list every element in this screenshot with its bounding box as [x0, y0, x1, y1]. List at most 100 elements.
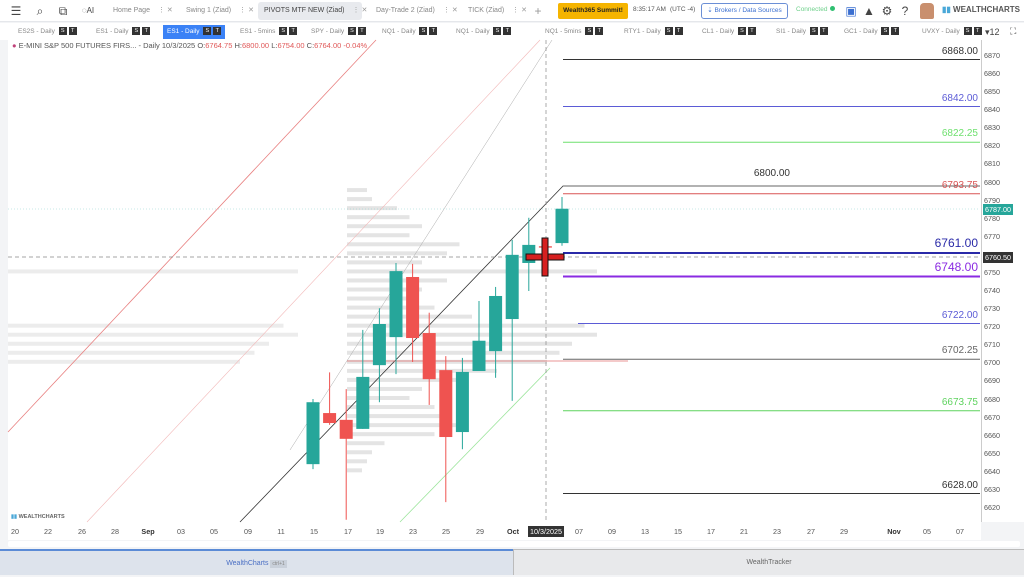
price-tick-label: 6800: [984, 177, 1000, 187]
t-badge[interactable]: T: [973, 27, 982, 36]
close-icon[interactable]: ⋮ ✕: [157, 7, 173, 14]
t-badge[interactable]: T: [357, 27, 366, 36]
close-icon[interactable]: ⋮ ✕: [352, 7, 368, 14]
price-tick-label: 6810: [984, 159, 1000, 169]
tab-home-page[interactable]: Home Page ⋮ ✕: [107, 2, 179, 20]
price-tick-label: 6640: [984, 466, 1000, 476]
volume-profile-bar: [347, 323, 585, 328]
bottom-tab-wealthcharts[interactable]: WealthCharts ctrl+1: [0, 549, 513, 575]
low-value: 6754.00: [277, 41, 305, 50]
candle-body: [389, 271, 403, 338]
trend-line-red: [7, 39, 377, 433]
t-badge[interactable]: T: [142, 27, 151, 36]
s-badge[interactable]: S: [419, 27, 428, 36]
date-tick-label: 20: [11, 527, 19, 536]
tab-pivots-mtf-new[interactable]: PIVOTS MTF NEW (Ziad) ⋮ ✕: [258, 2, 367, 20]
ai-label: AI: [86, 6, 95, 15]
price-tick-label: 6620: [984, 503, 1000, 512]
s-badge[interactable]: S: [58, 27, 67, 36]
menu-icon[interactable]: ☰: [10, 4, 22, 18]
help-icon[interactable]: ?: [901, 4, 909, 18]
summit-button[interactable]: Wealth365 Summit!: [558, 3, 628, 19]
volume-profile-bar: [347, 441, 385, 446]
tab-day-trade-2[interactable]: Day-Trade 2 (Ziad) ⋮ ✕: [370, 2, 464, 20]
s-badge[interactable]: S: [881, 27, 890, 36]
close-icon[interactable]: ⋮ ✕: [512, 7, 527, 14]
add-tab-button[interactable]: +: [534, 4, 542, 18]
s-badge[interactable]: S: [737, 27, 746, 36]
date-tick-label: 17: [707, 527, 715, 536]
tab-tick[interactable]: TICK (Ziad) ⋮ ✕: [462, 2, 533, 20]
s-badge[interactable]: S: [493, 27, 502, 36]
symbol-tab-label: SPY - Daily: [311, 28, 345, 35]
search-icon[interactable]: ⌕: [36, 4, 44, 18]
save-icon[interactable]: ▣: [845, 4, 857, 18]
tab-label: PIVOTS MTF NEW (Ziad): [264, 7, 345, 14]
avatar[interactable]: [920, 3, 934, 19]
t-badge[interactable]: T: [819, 27, 828, 36]
s-badge[interactable]: S: [203, 27, 212, 36]
layout-count[interactable]: ▾12: [985, 27, 1000, 37]
close-icon[interactable]: ⋮ ✕: [239, 7, 254, 14]
volume-profile-bar-left: [8, 332, 298, 337]
date-tick-label: 29: [476, 527, 484, 536]
date-tick-label: 26: [78, 527, 86, 536]
s-badge[interactable]: S: [809, 27, 818, 36]
price-tick-label: 6730: [984, 304, 1000, 314]
volume-profile-bar-left: [8, 359, 240, 364]
s-badge[interactable]: S: [664, 27, 673, 36]
bottom-tab-wealthtracker[interactable]: WealthTracker: [513, 549, 1024, 575]
trend-line-green: [399, 367, 551, 523]
ai-icon[interactable]: ◌AI: [81, 6, 95, 15]
price-tick-label: 6780: [984, 213, 1000, 223]
price-tick-label: 6860: [984, 69, 1000, 78]
status-dot: [830, 6, 836, 11]
s-badge[interactable]: S: [585, 27, 594, 36]
candle-body: [372, 324, 386, 366]
symbol-tab-label: ES1 - Daily: [96, 28, 129, 35]
tab-swing-1[interactable]: Swing 1 (Ziad) ⋮ ✕: [180, 2, 260, 20]
gear-icon[interactable]: ⚙: [881, 4, 893, 18]
volume-profile-bar: [347, 224, 422, 229]
brokers-data-sources-button[interactable]: ⇣ Brokers / Data Sources: [701, 3, 788, 19]
s-badge[interactable]: S: [279, 27, 288, 36]
volume-profile-bar: [347, 269, 597, 274]
price-axis[interactable]: [981, 40, 1024, 522]
t-badge[interactable]: T: [289, 27, 298, 36]
date-axis[interactable]: [8, 522, 981, 540]
date-tick-label: 05: [210, 527, 218, 536]
t-badge[interactable]: T: [503, 27, 512, 36]
chart-area[interactable]: [8, 40, 981, 522]
t-badge[interactable]: T: [674, 27, 683, 36]
expand-icon[interactable]: ⛶: [1010, 26, 1017, 36]
bell-icon[interactable]: ▲: [863, 4, 875, 18]
copy-icon[interactable]: ⧉: [58, 4, 68, 18]
close-icon[interactable]: ⋮ ✕: [442, 7, 458, 14]
t-badge[interactable]: T: [68, 27, 77, 36]
t-badge[interactable]: T: [747, 27, 756, 36]
t-badge[interactable]: T: [213, 27, 222, 36]
date-tick-label: 09: [244, 527, 252, 536]
s-badge[interactable]: S: [963, 27, 972, 36]
price-tick-label: 6630: [984, 484, 1000, 494]
date-tick-label: 13: [641, 527, 649, 536]
t-badge[interactable]: T: [595, 27, 604, 36]
t-badge[interactable]: T: [891, 27, 900, 36]
volume-profile-bar-left: [8, 269, 298, 274]
s-badge[interactable]: S: [132, 27, 141, 36]
t-badge[interactable]: T: [429, 27, 438, 36]
s-badge[interactable]: S: [347, 27, 356, 36]
